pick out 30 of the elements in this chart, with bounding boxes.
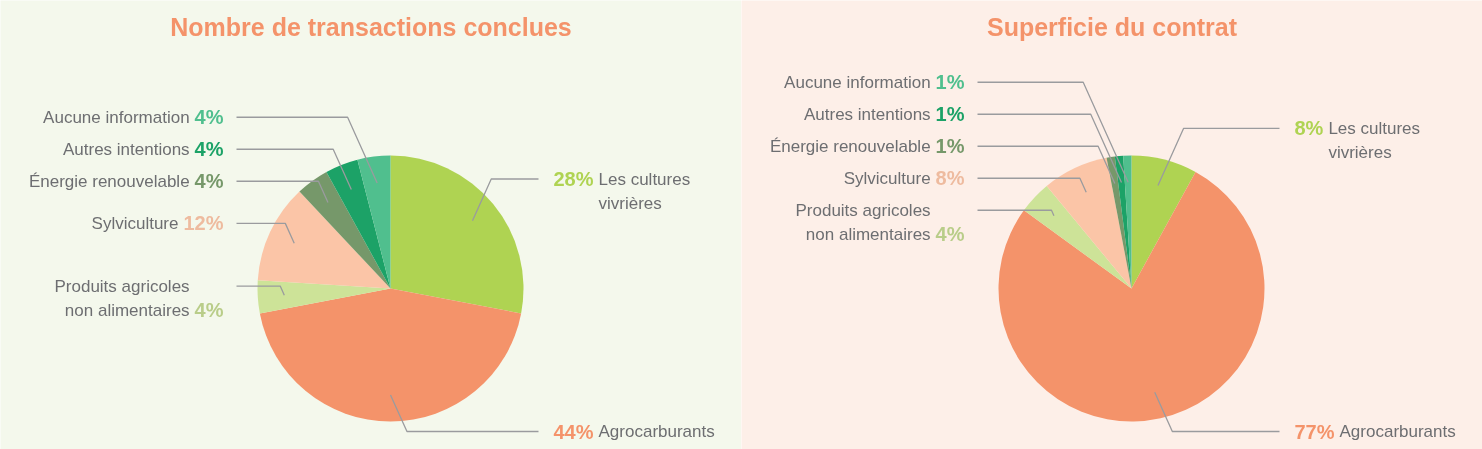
data-label: 12% <box>183 212 224 235</box>
chart-title: Superficie du contrat <box>986 12 1238 41</box>
data-label: 1% <box>935 103 965 126</box>
slice-label: Autres intentions <box>62 139 190 159</box>
data-label: 44% <box>553 420 594 443</box>
slice-label: Les cultures vivrières <box>598 169 691 213</box>
data-label: 77% <box>1294 420 1335 443</box>
slice-label: Les cultures vivrières <box>1328 118 1421 162</box>
data-label: 4% <box>935 223 965 246</box>
slice-label: Sylviculture <box>843 168 931 188</box>
data-label: 4% <box>194 170 224 193</box>
data-label: 1% <box>935 71 965 94</box>
slice-label: Énergie renouvelable <box>769 136 931 156</box>
data-label: 4% <box>194 106 224 129</box>
data-label: 4% <box>194 299 224 322</box>
slice-label: Sylviculture <box>91 213 179 233</box>
data-label: 4% <box>194 138 224 161</box>
data-label: 1% <box>935 135 965 158</box>
data-label: 8% <box>935 167 965 190</box>
slice-label: Aucune information <box>43 107 190 127</box>
slice-label: Autres intentions <box>803 104 931 124</box>
slice-label: Produits agricoles non alimentaires <box>54 276 190 320</box>
chart-title: Nombre de transactions conclues <box>170 12 572 41</box>
data-label: 8% <box>1294 117 1324 140</box>
slice-label: Énergie renouvelable <box>28 171 190 191</box>
slice-label: Aucune information <box>784 72 931 92</box>
data-label: 28% <box>553 168 594 191</box>
slice-label: Agrocarburants <box>598 422 715 441</box>
slice-label: Agrocarburants <box>1339 422 1456 441</box>
slice-label: Produits agricoles non alimentaires <box>795 200 931 244</box>
